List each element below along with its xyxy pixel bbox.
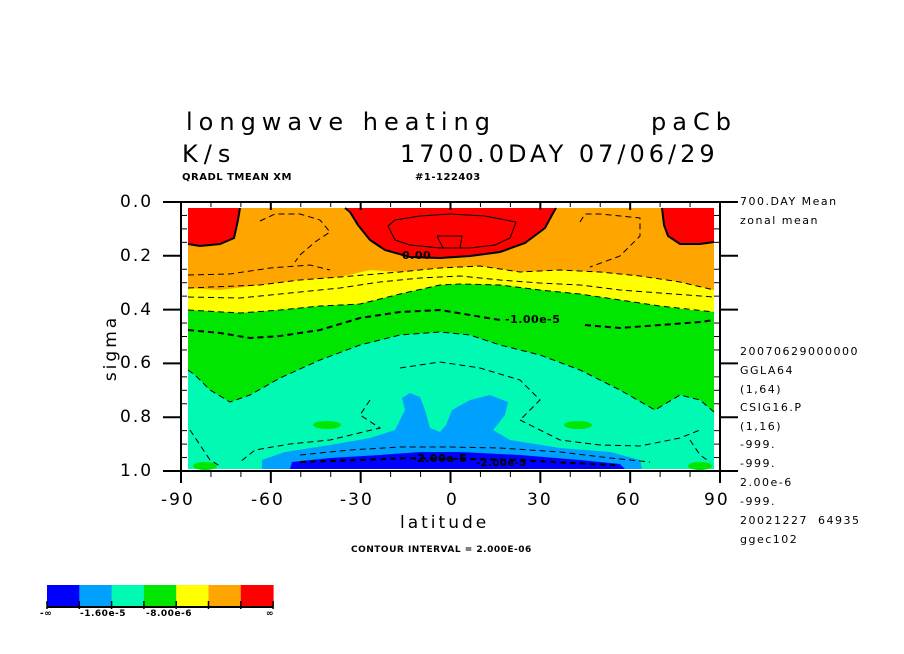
contour-negative — [189, 429, 221, 467]
contour-negative — [187, 331, 715, 413]
colorbar-label: -8.00e-6 — [146, 609, 193, 619]
contour-label: -2.00e-5 — [476, 458, 527, 469]
colorbar-swatch — [240, 585, 274, 607]
y-tick-label: 0.4 — [120, 300, 154, 320]
colorbar-swatch — [47, 585, 80, 607]
colorbar-swatch — [143, 585, 177, 607]
contour-negative — [187, 308, 501, 340]
x-tick-label: 90 — [704, 490, 730, 510]
side-info-line: (1,16) — [740, 420, 783, 433]
y-tick-label: 0.0 — [120, 192, 154, 212]
contour-negative — [239, 399, 382, 463]
contour-negative — [187, 264, 331, 276]
contour-negative — [187, 265, 715, 291]
contour-label: -1.00e-5 — [505, 313, 561, 326]
fill-band-7 — [188, 208, 240, 246]
contour-negative — [187, 283, 715, 314]
contour-negative — [299, 446, 651, 463]
contour-negative — [584, 319, 715, 330]
y-tick-label: 0.6 — [120, 353, 154, 373]
side-info-line: 20070629000000 — [740, 345, 859, 358]
contour-negative — [579, 213, 641, 268]
chart-title: longwave heating — [186, 108, 496, 136]
side-info-line: 20021227 64935 — [740, 514, 861, 527]
side-info-line: zonal mean — [740, 214, 819, 227]
y-tick-label: 1.0 — [120, 461, 154, 481]
contour-negative — [299, 456, 616, 466]
x-tick-label: -90 — [161, 490, 195, 510]
contour-zero — [344, 207, 557, 260]
contour-zero — [661, 207, 715, 245]
side-info-line: GGLA64 — [740, 364, 794, 377]
x-tick-label: -30 — [340, 490, 374, 510]
contour-negative — [399, 361, 541, 421]
experiment-label: paCb — [651, 108, 737, 136]
fill-band-4-blob — [688, 462, 712, 470]
x-tick-label: 0 — [446, 490, 459, 510]
contour-label: 0.00 — [402, 249, 432, 262]
colorbar-swatch — [79, 585, 113, 607]
side-info-line: -999. — [740, 495, 776, 508]
colorbar-label: ∞ — [266, 609, 274, 619]
fill-band-4-blob — [193, 462, 217, 470]
y-tick-label: 0.2 — [120, 246, 154, 266]
side-info-line: 700.DAY Mean — [740, 195, 838, 208]
x-tick-label: -60 — [251, 490, 285, 510]
contour-negative — [519, 419, 701, 447]
colorbar-label: -∞ — [40, 609, 53, 619]
fill-band-4-blob — [313, 421, 341, 429]
contour-interval-label: CONTOUR INTERVAL = 2.000E-06 — [351, 545, 532, 555]
fill-band-7 — [345, 208, 556, 258]
contour-negative — [187, 275, 715, 299]
variable-label: QRADL TMEAN XM — [182, 172, 292, 183]
fill-band-2 — [262, 393, 642, 469]
x-axis-label: latitude — [400, 513, 490, 533]
run-id-label: #1-122403 — [415, 172, 481, 183]
contour-zero — [187, 207, 241, 248]
contour-negative — [259, 213, 331, 263]
side-info-line: -999. — [740, 438, 776, 451]
colorbar-swatch — [111, 585, 145, 607]
contour-label: -2.00e-5 — [412, 452, 468, 465]
contour-positive — [436, 235, 463, 249]
side-info-line: (1,64) — [740, 383, 783, 396]
x-tick-label: 60 — [616, 490, 642, 510]
time-label: 1700.0DAY 07/06/29 — [400, 140, 719, 168]
colorbar-swatch — [208, 585, 242, 607]
y-tick-label: 0.8 — [120, 407, 154, 427]
side-info-line: -999. — [740, 457, 776, 470]
side-info-line: 2.00e-6 — [740, 476, 793, 489]
side-info-line: ggec102 — [740, 533, 799, 546]
fill-band-7 — [662, 208, 714, 244]
contour-positive — [387, 213, 517, 249]
fill-band-4-blob — [564, 421, 592, 429]
colorbar-label: -1.60e-5 — [80, 609, 127, 619]
fill-band-1 — [290, 452, 625, 469]
side-info-line: CSIG16.P — [740, 401, 803, 414]
colorbar-swatch — [176, 585, 209, 607]
x-tick-label: 30 — [527, 490, 553, 510]
units-label: K/s — [182, 140, 237, 168]
y-axis-label: sigma — [101, 314, 122, 382]
